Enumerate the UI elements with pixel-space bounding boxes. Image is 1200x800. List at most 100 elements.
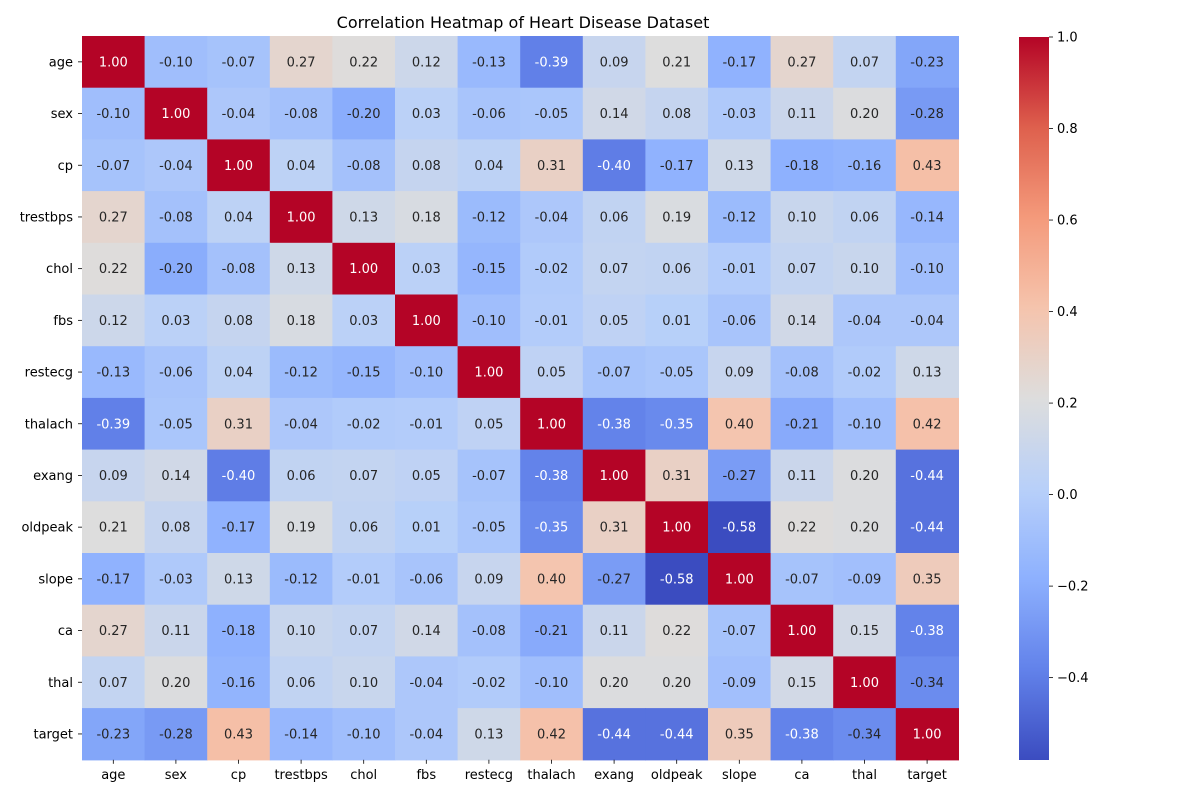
- heatmap-cell-sex-chol: [332, 87, 396, 140]
- cell-value-label: -0.05: [660, 366, 694, 381]
- x-tick-label-fbs: fbs: [416, 768, 436, 783]
- cell-value-label: -0.08: [284, 107, 318, 122]
- heatmap-cell-trestbps-restecg: [457, 191, 521, 244]
- cell-value-label: 0.18: [287, 314, 316, 329]
- heatmap-cell-sex-target: [895, 87, 959, 140]
- cell-value-label: 0.04: [224, 210, 253, 225]
- heatmap-cell-exang-cp: [207, 449, 271, 502]
- colorbar-tick-label: −0.4: [1057, 671, 1089, 686]
- cell-value-label: 0.22: [787, 521, 816, 536]
- cell-value-label: -0.13: [96, 366, 130, 381]
- y-tick-label-slope: slope: [38, 572, 73, 587]
- cell-value-label: 1.00: [474, 366, 503, 381]
- cell-value-label: -0.58: [660, 572, 694, 587]
- cell-value-label: -0.09: [848, 572, 882, 587]
- heatmap-cell-restecg-trestbps: [269, 346, 333, 399]
- heatmap-cell-fbs-oldpeak: [645, 294, 709, 347]
- cell-value-label: 0.06: [600, 210, 629, 225]
- heatmap-cell-sex-slope: [708, 87, 772, 140]
- x-tick-label-trestbps: trestbps: [274, 768, 328, 783]
- cell-value-label: 0.13: [725, 159, 754, 174]
- cell-value-label: 0.07: [99, 676, 128, 691]
- heatmap-cell-ca-trestbps: [269, 604, 333, 657]
- heatmap-cell-thalach-fbs: [395, 397, 459, 451]
- heatmap-cell-oldpeak-chol: [332, 501, 396, 554]
- heatmap-cell-thal-cp: [207, 656, 271, 709]
- cell-value-label: -0.17: [660, 159, 694, 174]
- cell-value-label: 0.09: [99, 469, 128, 484]
- heatmap-cell-slope-slope: [708, 553, 772, 606]
- x-tick-label-exang: exang: [594, 768, 634, 783]
- heatmap-cell-exang-age: [82, 449, 146, 502]
- heatmap-cell-thalach-ca: [770, 397, 834, 451]
- cell-value-label: 0.06: [287, 676, 316, 691]
- heatmap-cell-target-slope: [708, 708, 772, 761]
- colorbar-gradient: [1019, 37, 1049, 760]
- heatmap-cell-age-ca: [770, 36, 834, 89]
- x-axis: age sex cp trestbps chol fbs restecg thalach exa…: [101, 759, 947, 783]
- cell-value-label: -0.34: [910, 676, 944, 691]
- heatmap-cell-exang-target: [895, 449, 959, 502]
- heatmap-cell-age-target: [895, 36, 959, 89]
- heatmap-cell-oldpeak-ca: [770, 501, 834, 554]
- heatmap-cell-restecg-ca: [770, 346, 834, 399]
- cell-value-label: 0.31: [600, 521, 629, 536]
- y-tick-label-chol: chol: [46, 262, 73, 277]
- heatmap-cell-ca-thalach: [520, 604, 584, 657]
- cell-value-label: 0.01: [662, 314, 691, 329]
- cell-value-label: 0.05: [474, 417, 503, 432]
- cell-value-label: -0.44: [597, 727, 631, 742]
- heatmap-cell-fbs-slope: [708, 294, 772, 347]
- heatmap-cell-chol-restecg: [457, 242, 521, 296]
- heatmap-cell-chol-slope: [708, 242, 772, 296]
- cell-value-label: -0.17: [222, 521, 256, 536]
- heatmap-cell-fbs-restecg: [457, 294, 521, 347]
- cell-value-label: -0.05: [535, 107, 569, 122]
- cell-value-label: 0.09: [725, 366, 754, 381]
- heatmap-cell-age-slope: [708, 36, 772, 89]
- y-tick-label-restecg: restecg: [25, 366, 73, 381]
- heatmap-cell-chol-chol: [332, 242, 396, 296]
- heatmap-cell-fbs-chol: [332, 294, 396, 347]
- heatmap-cell-oldpeak-cp: [207, 501, 271, 554]
- heatmap-cell-ca-slope: [708, 604, 772, 657]
- cell-value-label: 0.14: [787, 314, 816, 329]
- cell-value-label: 0.20: [850, 107, 879, 122]
- heatmap-cell-trestbps-slope: [708, 191, 772, 244]
- cell-value-label: -0.18: [222, 624, 256, 639]
- y-tick-label-thal: thal: [48, 676, 73, 691]
- cell-value-label: -0.03: [722, 107, 756, 122]
- cell-value-label: 0.14: [412, 624, 441, 639]
- heatmap-cell-thalach-sex: [144, 397, 208, 451]
- cell-value-label: 0.09: [474, 572, 503, 587]
- cell-value-label: -0.05: [472, 521, 506, 536]
- heatmap-cell-thalach-age: [82, 397, 146, 451]
- cell-value-label: -0.07: [96, 159, 130, 174]
- colorbar-tick-label: 0.6: [1057, 214, 1078, 229]
- cell-value-label: -0.10: [472, 314, 506, 329]
- heatmap-cell-ca-sex: [144, 604, 208, 657]
- y-tick-label-trestbps: trestbps: [20, 210, 74, 225]
- cell-value-label: 0.11: [161, 624, 190, 639]
- heatmap-cell-trestbps-ca: [770, 191, 834, 244]
- cell-value-label: -0.35: [660, 417, 694, 432]
- heatmap-cell-ca-thal: [833, 604, 897, 657]
- heatmap-cell-restecg-thalach: [520, 346, 584, 399]
- heatmap-cell-sex-thal: [833, 87, 897, 140]
- heatmap-cell-chol-cp: [207, 242, 271, 296]
- heatmap-cell-thalach-thalach: [520, 397, 584, 451]
- cell-value-label: -0.02: [535, 262, 569, 277]
- heatmap-cell-thal-exang: [582, 656, 646, 709]
- cell-value-label: -0.35: [535, 521, 569, 536]
- heatmap-cell-sex-restecg: [457, 87, 521, 140]
- cell-value-label: 0.10: [349, 676, 378, 691]
- cell-value-label: 0.10: [787, 210, 816, 225]
- heatmap-cell-restecg-cp: [207, 346, 271, 399]
- cell-value-label: 0.13: [224, 572, 253, 587]
- heatmap-cell-age-restecg: [457, 36, 521, 89]
- cell-value-label: -0.10: [848, 417, 882, 432]
- cell-value-label: -0.27: [597, 572, 631, 587]
- heatmap-cell-fbs-exang: [582, 294, 646, 347]
- heatmap-cell-thal-oldpeak: [645, 656, 709, 709]
- cell-value-label: 0.08: [412, 159, 441, 174]
